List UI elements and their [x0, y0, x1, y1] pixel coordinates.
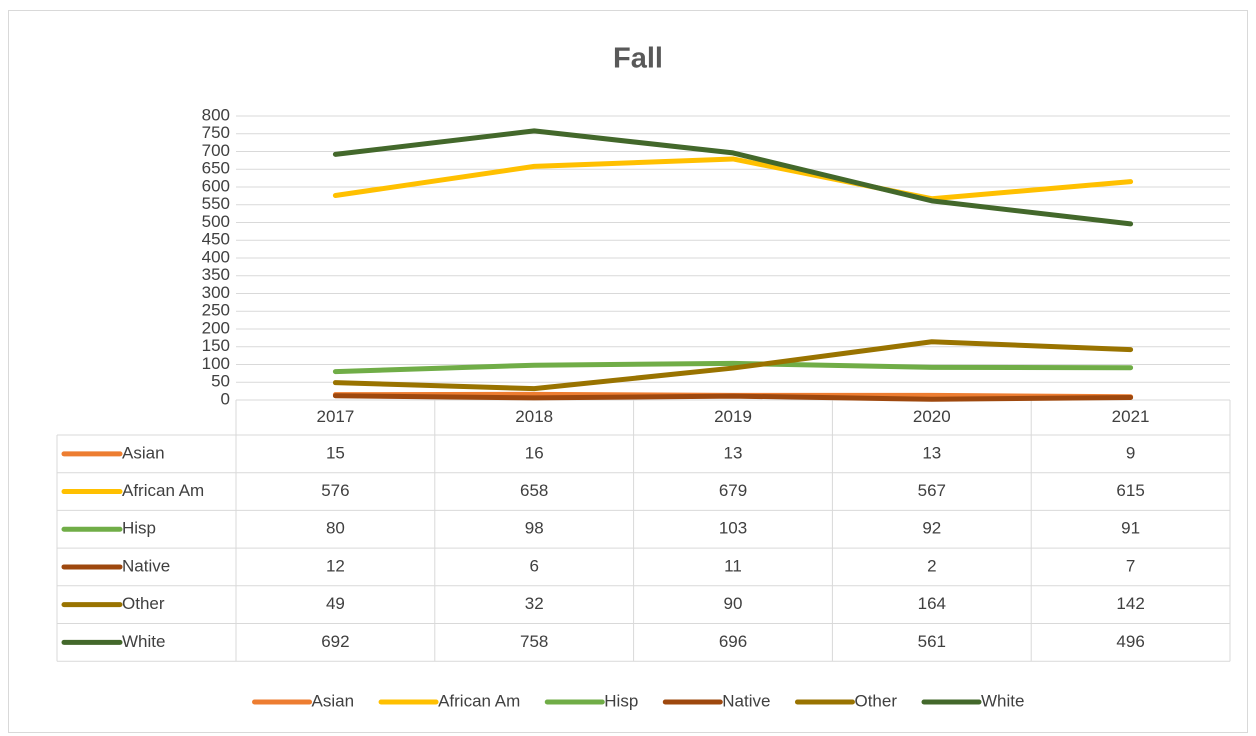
table-value: 658: [520, 481, 548, 500]
legend-label: Native: [722, 691, 770, 710]
table-value: 692: [321, 632, 349, 651]
table-value: 164: [918, 594, 946, 613]
chart-frame: [8, 10, 1248, 733]
y-tick-label: 400: [202, 247, 230, 266]
series-line: [332, 360, 1134, 375]
table-value: 496: [1116, 632, 1144, 651]
table-value: 91: [1121, 519, 1140, 538]
series-line: [332, 393, 1134, 402]
legend-label: White: [981, 691, 1024, 710]
table-row-label: Other: [122, 594, 165, 613]
y-tick-label: 650: [202, 159, 230, 178]
table-value: 567: [918, 481, 946, 500]
y-tick-label: 700: [202, 141, 230, 160]
y-tick-label: 800: [202, 105, 230, 124]
table-value: 12: [326, 556, 345, 575]
x-tick-label: 2017: [316, 407, 354, 426]
table-value: 15: [326, 443, 345, 462]
table-value: 9: [1126, 443, 1135, 462]
table-value: 103: [719, 519, 747, 538]
table-row-label: Native: [122, 556, 170, 575]
table-row-label: African Am: [122, 481, 204, 500]
x-tick-label: 2021: [1112, 407, 1150, 426]
series-line: [332, 128, 1134, 227]
table-row-label: Asian: [122, 443, 165, 462]
table-value: 90: [724, 594, 743, 613]
table-value: 92: [922, 519, 941, 538]
y-tick-label: 50: [211, 372, 230, 391]
legend-label: Asian: [312, 691, 355, 710]
table-value: 49: [326, 594, 345, 613]
y-tick-label: 750: [202, 123, 230, 142]
series-line: [332, 339, 1134, 392]
legend-label: Hisp: [604, 691, 638, 710]
table-row-label: Hisp: [122, 519, 156, 538]
y-tick-label: 300: [202, 283, 230, 302]
y-tick-label: 150: [202, 336, 230, 355]
table-value: 6: [529, 556, 538, 575]
table-value: 142: [1116, 594, 1144, 613]
table-value: 696: [719, 632, 747, 651]
table-value: 758: [520, 632, 548, 651]
y-tick-label: 550: [202, 194, 230, 213]
table-value: 13: [724, 443, 743, 462]
table-value: 11: [724, 556, 742, 575]
table-value: 98: [525, 519, 544, 538]
legend-label: Other: [854, 691, 897, 710]
legend-label: African Am: [438, 691, 520, 710]
table-value: 615: [1116, 481, 1144, 500]
table-value: 7: [1126, 556, 1135, 575]
table-value: 561: [918, 632, 946, 651]
chart-title: Fall: [613, 43, 663, 75]
y-tick-label: 200: [202, 318, 230, 337]
y-tick-label: 500: [202, 212, 230, 231]
y-tick-label: 100: [202, 354, 230, 373]
table-value: 32: [525, 594, 544, 613]
table-row-label: White: [122, 632, 165, 651]
table-value: 576: [321, 481, 349, 500]
table-value: 679: [719, 481, 747, 500]
y-tick-label: 450: [202, 230, 230, 249]
y-tick-label: 350: [202, 265, 230, 284]
y-tick-label: 0: [221, 389, 230, 408]
x-tick-label: 2020: [913, 407, 951, 426]
table-value: 80: [326, 519, 345, 538]
x-tick-label: 2019: [714, 407, 752, 426]
series-line: [332, 156, 1134, 202]
table-value: 13: [922, 443, 941, 462]
y-tick-label: 250: [202, 301, 230, 320]
table-value: 16: [525, 443, 544, 462]
table-value: 2: [927, 556, 936, 575]
x-tick-label: 2018: [515, 407, 553, 426]
y-tick-label: 600: [202, 176, 230, 195]
